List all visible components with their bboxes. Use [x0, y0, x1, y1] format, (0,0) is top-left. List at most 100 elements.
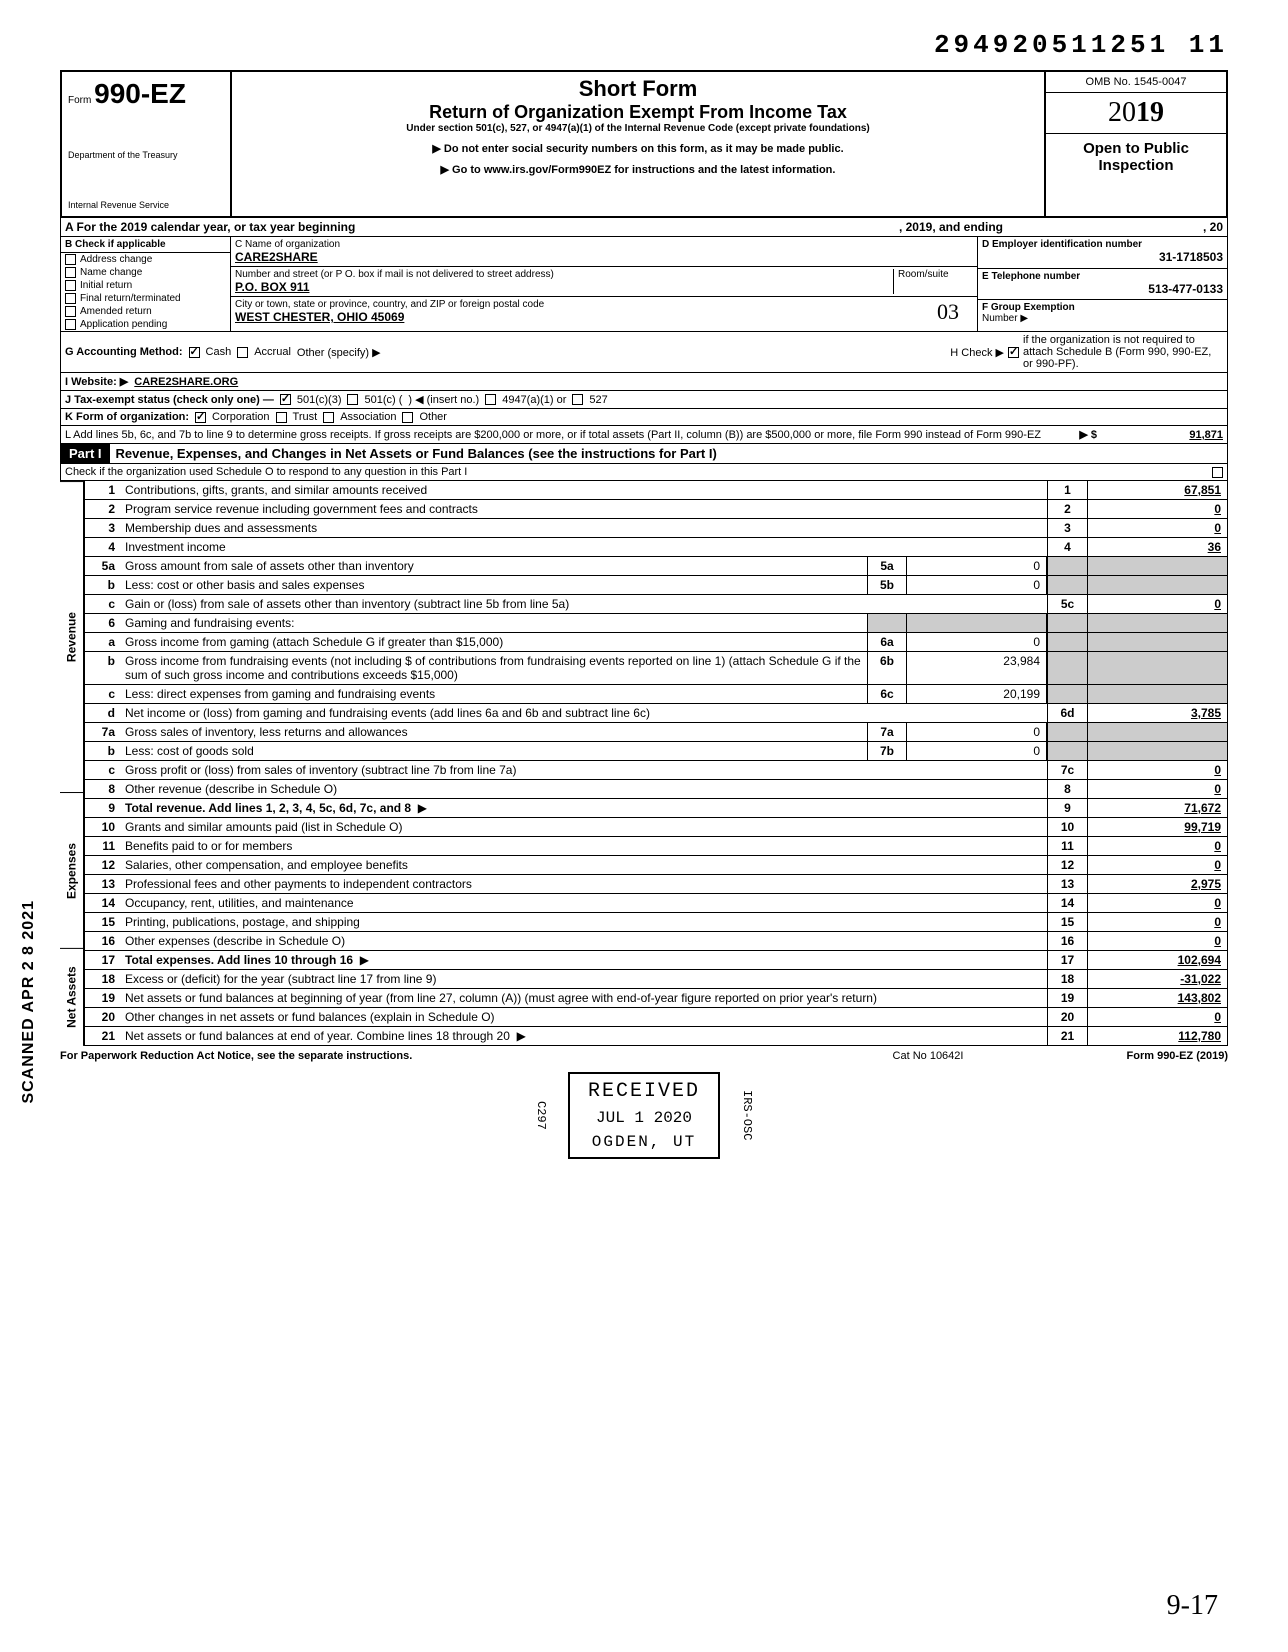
checkbox[interactable] [65, 280, 76, 291]
checkbox[interactable] [65, 267, 76, 278]
scanned-stamp: SCANNED APR 2 8 2021 [20, 900, 38, 1103]
schedule-b-checkbox[interactable] [1008, 347, 1019, 358]
other-checkbox[interactable] [402, 412, 413, 423]
line-item: bLess: cost or other basis and sales exp… [85, 576, 1227, 595]
cash-checkbox[interactable] [189, 347, 200, 358]
checkbox[interactable] [65, 293, 76, 304]
form-meta-box: OMB No. 1545-0047 2019 Open to Public In… [1046, 72, 1226, 216]
stamp-area: C297 RECEIVED JUL 1 2020 OGDEN, UT IRS-O… [60, 1072, 1228, 1159]
line-value: 3,785 [1087, 704, 1227, 722]
line-value: 0 [1087, 913, 1227, 931]
line-value: 0 [1087, 780, 1227, 798]
501c3-checkbox[interactable] [280, 394, 291, 405]
dept-line2: Internal Revenue Service [68, 200, 224, 210]
line-item: 10Grants and similar amounts paid (list … [85, 818, 1227, 837]
footer: For Paperwork Reduction Act Notice, see … [60, 1046, 1228, 1062]
part1-check: Check if the organization used Schedule … [60, 464, 1228, 481]
room-label: Room/suite [893, 269, 973, 294]
line-value: 99,719 [1087, 818, 1227, 836]
line-value: 0 [1087, 519, 1227, 537]
accrual-checkbox[interactable] [237, 347, 248, 358]
line-value: 0 [1087, 894, 1227, 912]
revenue-label: Revenue [60, 481, 84, 792]
header-info-section: B Check if applicable Address changeName… [60, 237, 1228, 332]
line-item: 21Net assets or fund balances at end of … [85, 1027, 1227, 1045]
gross-receipts: 91,871 [1103, 429, 1223, 441]
name-label: C Name of organization [235, 239, 973, 250]
omb-number: OMB No. 1545-0047 [1046, 72, 1226, 93]
line-value: 2,975 [1087, 875, 1227, 893]
line-items-grid: 1Contributions, gifts, grants, and simil… [84, 481, 1228, 1046]
checkbox-row: Name change [61, 266, 230, 279]
schedule-o-checkbox[interactable] [1212, 467, 1223, 478]
line-item: 15Printing, publications, postage, and s… [85, 913, 1227, 932]
title-sub: Return of Organization Exempt From Incom… [240, 102, 1036, 123]
4947-checkbox[interactable] [485, 394, 496, 405]
section-b-header: B Check if applicable [61, 237, 230, 253]
org-name: CARE2SHARE [235, 250, 973, 264]
stamp-irs-osc: IRS-OSC [740, 1090, 754, 1140]
website-value: CARE2SHARE.ORG [134, 376, 238, 388]
org-address: P.O. BOX 911 [235, 280, 893, 294]
line-value: 0 [1087, 856, 1227, 874]
row-j: J Tax-exempt status (check only one) — 5… [60, 391, 1228, 409]
line-value: 112,780 [1087, 1027, 1227, 1045]
line-item: aGross income from gaming (attach Schedu… [85, 633, 1227, 652]
section-c: C Name of organization CARE2SHARE Number… [231, 237, 977, 331]
line-item: 8Other revenue (describe in Schedule O)8… [85, 780, 1227, 799]
phone-value: 513-477-0133 [982, 282, 1223, 296]
title-caption: Under section 501(c), 527, or 4947(a)(1)… [240, 123, 1036, 134]
org-city: WEST CHESTER, OHIO 45069 [235, 310, 923, 324]
line-item: 4Investment income436 [85, 538, 1227, 557]
checkbox[interactable] [65, 254, 76, 265]
line-item: 6Gaming and fundraising events: [85, 614, 1227, 633]
line-item: 2Program service revenue including gover… [85, 500, 1227, 519]
line-value: 0 [1087, 761, 1227, 779]
line-item: cLess: direct expenses from gaming and f… [85, 685, 1227, 704]
title-main: Short Form [240, 76, 1036, 102]
line-item: 11Benefits paid to or for members110 [85, 837, 1227, 856]
stamp-c297: C297 [534, 1101, 548, 1130]
section-de: D Employer identification number 31-1718… [977, 237, 1227, 331]
checkbox-row: Final return/terminated [61, 292, 230, 305]
row-g-i: G Accounting Method: Cash Accrual Other … [60, 332, 1228, 373]
line-value: 67,851 [1087, 481, 1227, 499]
line-item: 14Occupancy, rent, utilities, and mainte… [85, 894, 1227, 913]
501c-checkbox[interactable] [347, 394, 358, 405]
handwritten-03: 03 [923, 299, 973, 325]
line-item: cGain or (loss) from sale of assets othe… [85, 595, 1227, 614]
line-value: 102,694 [1087, 951, 1227, 969]
form-prefix: Form [68, 95, 91, 106]
line-value: 0 [1087, 1008, 1227, 1026]
line-value: 0 [1087, 932, 1227, 950]
line-item: 18Excess or (deficit) for the year (subt… [85, 970, 1227, 989]
line-value: 0 [1087, 837, 1227, 855]
line-value: 36 [1087, 538, 1227, 556]
line-item: 9Total revenue. Add lines 1, 2, 3, 4, 5c… [85, 799, 1227, 818]
section-b: B Check if applicable Address changeName… [61, 237, 231, 331]
form-header: Form 990-EZ Department of the Treasury I… [60, 70, 1228, 218]
instruction-line2: ▶ Go to www.irs.gov/Form990EZ for instru… [240, 163, 1036, 176]
ein-label: D Employer identification number [982, 239, 1223, 250]
trust-checkbox[interactable] [276, 412, 287, 423]
expenses-label: Expenses [60, 792, 84, 948]
group-exempt-label: F Group Exemption [982, 302, 1223, 313]
document-number: 294920511251 11 [60, 30, 1228, 60]
section-labels: Revenue Expenses Net Assets [60, 481, 84, 1046]
line-item: 17Total expenses. Add lines 10 through 1… [85, 951, 1227, 970]
line-value: 0 [1087, 500, 1227, 518]
assoc-checkbox[interactable] [323, 412, 334, 423]
checkbox[interactable] [65, 306, 76, 317]
row-a: A For the 2019 calendar year, or tax yea… [60, 218, 1228, 237]
line-item: 7aGross sales of inventory, less returns… [85, 723, 1227, 742]
527-checkbox[interactable] [572, 394, 583, 405]
checkbox[interactable] [65, 319, 76, 330]
line-item: 5aGross amount from sale of assets other… [85, 557, 1227, 576]
corp-checkbox[interactable] [195, 412, 206, 423]
phone-label: E Telephone number [982, 271, 1223, 282]
checkbox-row: Initial return [61, 279, 230, 292]
ein-value: 31-1718503 [982, 250, 1223, 264]
checkbox-row: Amended return [61, 305, 230, 318]
line-item: 20Other changes in net assets or fund ba… [85, 1008, 1227, 1027]
line-item: bGross income from fundraising events (n… [85, 652, 1227, 685]
